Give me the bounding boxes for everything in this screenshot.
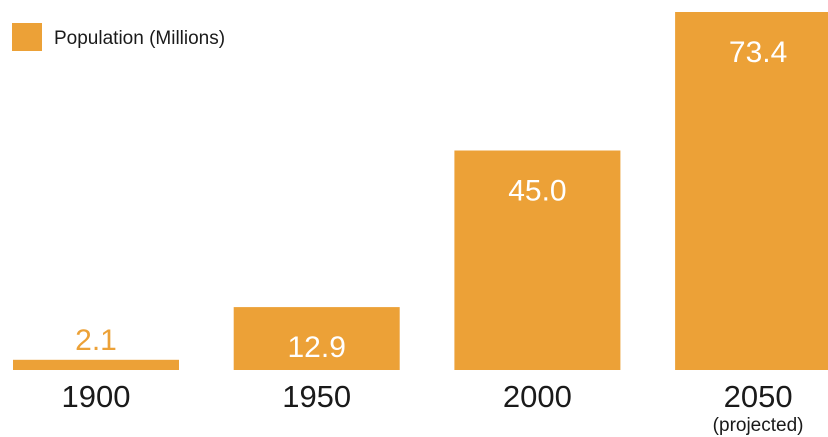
value-label-1950: 12.9	[288, 331, 346, 364]
bars	[13, 12, 828, 370]
legend-label: Population (Millions)	[54, 28, 225, 49]
bar-2050	[675, 12, 828, 370]
category-sublabel-2050: (projected)	[713, 415, 804, 436]
bar-2000	[454, 150, 621, 370]
bar-1950	[233, 307, 400, 370]
value-label-2050: 73.4	[729, 36, 787, 69]
category-label-2050: 2050	[724, 379, 793, 414]
category-label-2000: 2000	[503, 379, 572, 414]
category-label-1900: 1900	[62, 379, 131, 414]
value-label-1900: 2.1	[75, 324, 117, 357]
value-label-2000: 45.0	[508, 175, 566, 208]
bar-1900	[13, 359, 179, 370]
category-label-1950: 1950	[282, 379, 351, 414]
legend-swatch	[12, 23, 42, 51]
legend: Population (Millions)	[12, 23, 225, 51]
labels: 2.1 1900 12.9 1950 45.0 2000 73.4 2050(projecte…	[62, 36, 804, 436]
